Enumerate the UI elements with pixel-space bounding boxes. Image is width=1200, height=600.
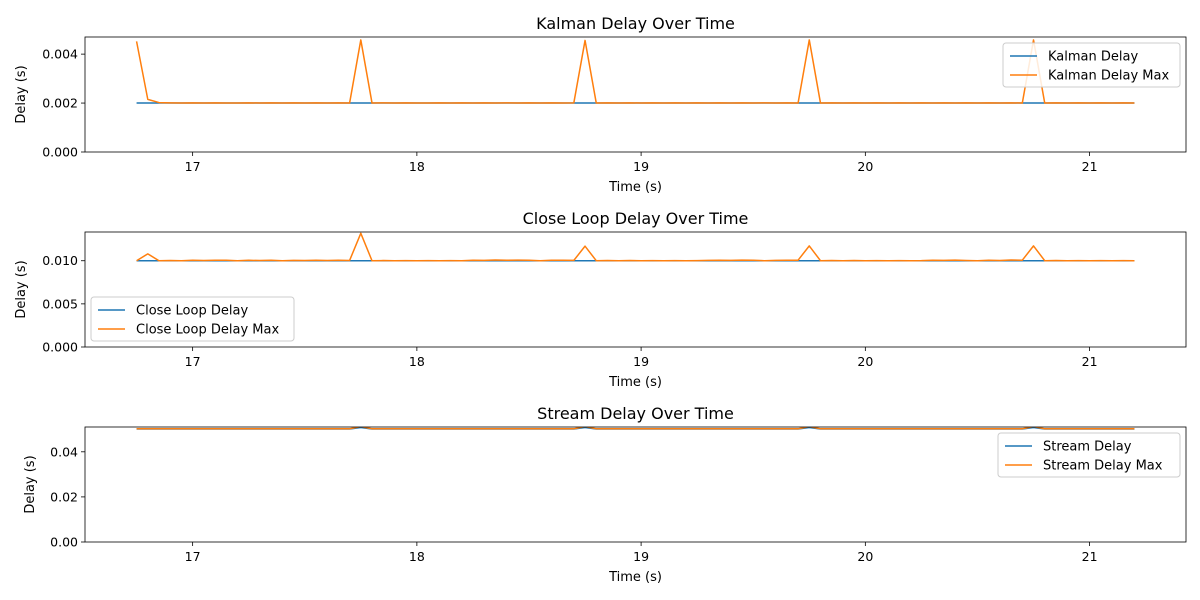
legend-label: Close Loop Delay	[136, 304, 248, 319]
chart-title: Stream Delay Over Time	[537, 404, 734, 423]
x-tick-label: 18	[409, 159, 425, 174]
x-tick-label: 20	[857, 549, 873, 564]
x-tick-label: 21	[1082, 159, 1098, 174]
axes-frame	[84, 426, 1187, 543]
x-tick-label: 17	[185, 549, 201, 564]
y-axis-label: Delay (s)	[23, 455, 38, 513]
y-tick-label: 0.000	[42, 340, 78, 355]
x-tick-label: 17	[185, 354, 201, 369]
series-line-max	[136, 427, 1135, 430]
y-tick-label: 0.02	[50, 489, 78, 504]
x-tick-label: 17	[185, 159, 201, 174]
legend-label: Close Loop Delay Max	[136, 323, 279, 338]
y-tick-label: 0.010	[42, 253, 78, 268]
legend: Close Loop Delay Close Loop Delay Max	[90, 296, 295, 342]
x-tick-label: 20	[857, 354, 873, 369]
axes-frame	[84, 231, 1187, 348]
subplot-3: 17 18 19 20 21 0.00 0.02 0.04 Stream Delay Over …	[23, 404, 1187, 585]
y-axis-label: Delay (s)	[14, 260, 29, 318]
series-line-max	[136, 232, 1135, 262]
x-tick-label: 21	[1082, 354, 1098, 369]
subplot-2: 17 18 19 20 21 0.000 0.005 0.010 Close Loop Dela…	[14, 209, 1187, 390]
y-tick-label: 0.04	[50, 444, 78, 459]
legend: Kalman Delay Kalman Delay Max	[1002, 42, 1181, 88]
y-axis-label: Delay (s)	[14, 65, 29, 123]
series-line-max	[135, 39, 1135, 104]
x-axis-label: Time (s)	[608, 570, 662, 585]
legend: Stream Delay Stream Delay Max	[997, 432, 1181, 478]
y-tick-label: 0.002	[42, 96, 78, 111]
legend-box	[997, 432, 1181, 478]
legend-box	[90, 296, 295, 342]
chart-title: Kalman Delay Over Time	[536, 14, 735, 33]
x-tick-label: 19	[633, 354, 649, 369]
chart-title: Close Loop Delay Over Time	[523, 209, 749, 228]
x-axis-label: Time (s)	[608, 180, 662, 195]
x-axis-label: Time (s)	[608, 375, 662, 390]
y-tick-label: 0.005	[42, 296, 78, 311]
legend-box	[1002, 42, 1181, 88]
x-tick-label: 18	[409, 549, 425, 564]
subplot-1: 17 18 19 20 21 0.000 0.002 0.004 Kalman Delay Ov…	[14, 14, 1187, 195]
legend-label: Kalman Delay	[1048, 50, 1138, 65]
legend-label: Stream Delay	[1043, 440, 1132, 455]
legend-label: Kalman Delay Max	[1048, 69, 1169, 84]
x-tick-label: 18	[409, 354, 425, 369]
x-tick-label: 19	[633, 549, 649, 564]
axes-frame	[84, 36, 1187, 153]
x-tick-label: 19	[633, 159, 649, 174]
y-tick-label: 0.000	[42, 145, 78, 160]
y-tick-label: 0.004	[42, 47, 78, 62]
legend-label: Stream Delay Max	[1043, 459, 1163, 474]
x-tick-label: 21	[1082, 549, 1098, 564]
y-tick-label: 0.00	[50, 535, 78, 550]
x-tick-label: 20	[857, 159, 873, 174]
